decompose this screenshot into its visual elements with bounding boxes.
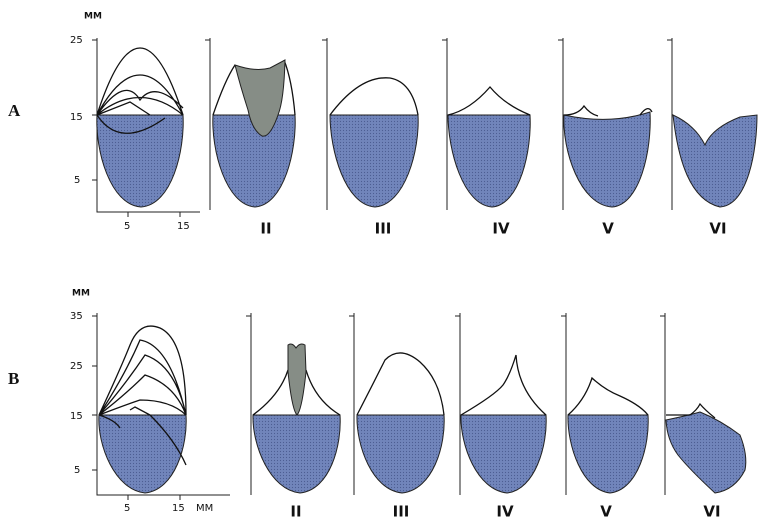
- x-tick-label: 15: [172, 503, 185, 514]
- unit-label: MM: [72, 289, 90, 299]
- column-label: VI: [703, 503, 720, 518]
- column-label: IV: [496, 503, 514, 518]
- row-label: B: [8, 369, 19, 388]
- row-b: B MM 35 25 15 5 5 15 MM II III IV V VI: [8, 289, 746, 518]
- shape: [568, 415, 648, 493]
- shape: [461, 415, 546, 493]
- column-label: II: [260, 220, 271, 238]
- shape: [288, 344, 306, 415]
- x-tick-label: 15: [177, 221, 190, 232]
- y-tick-label: 25: [70, 35, 83, 46]
- y-tick-label: 35: [70, 311, 83, 322]
- row-a: A MM 25 15 5 5 15 II III IV V VI: [8, 12, 757, 238]
- column-label: II: [290, 503, 301, 518]
- outline: [461, 355, 546, 415]
- x-tick-label: 5: [124, 503, 130, 514]
- figure: A MM 25 15 5 5 15 II III IV V VI B MM 35…: [0, 0, 758, 518]
- column-label: III: [375, 220, 392, 238]
- shape: [253, 415, 340, 493]
- x-tick-label: 5: [124, 221, 130, 232]
- y-tick-label: 5: [74, 465, 80, 476]
- outline: [568, 378, 648, 415]
- outline: [448, 87, 530, 115]
- x-tick-label: MM: [196, 503, 213, 514]
- shape: [330, 115, 418, 207]
- y-tick-label: 25: [70, 361, 83, 372]
- row-label: A: [8, 101, 21, 120]
- column-label: VI: [709, 220, 726, 238]
- column-label: V: [602, 220, 614, 238]
- outline: [564, 106, 652, 116]
- shape: [666, 412, 746, 493]
- shape: [564, 112, 650, 207]
- y-tick-label: 15: [70, 112, 83, 123]
- unit-label: MM: [84, 12, 102, 22]
- column-label: V: [600, 503, 612, 518]
- shape: [357, 415, 444, 493]
- outline: [330, 78, 418, 115]
- y-tick-label: 15: [70, 411, 83, 422]
- column-label: IV: [492, 220, 510, 238]
- shape: [213, 115, 295, 207]
- shape: [99, 415, 186, 493]
- shape: [673, 115, 757, 207]
- y-tick-label: 5: [74, 175, 80, 186]
- column-label: III: [393, 503, 410, 518]
- shape: [448, 115, 530, 207]
- outline: [357, 353, 444, 415]
